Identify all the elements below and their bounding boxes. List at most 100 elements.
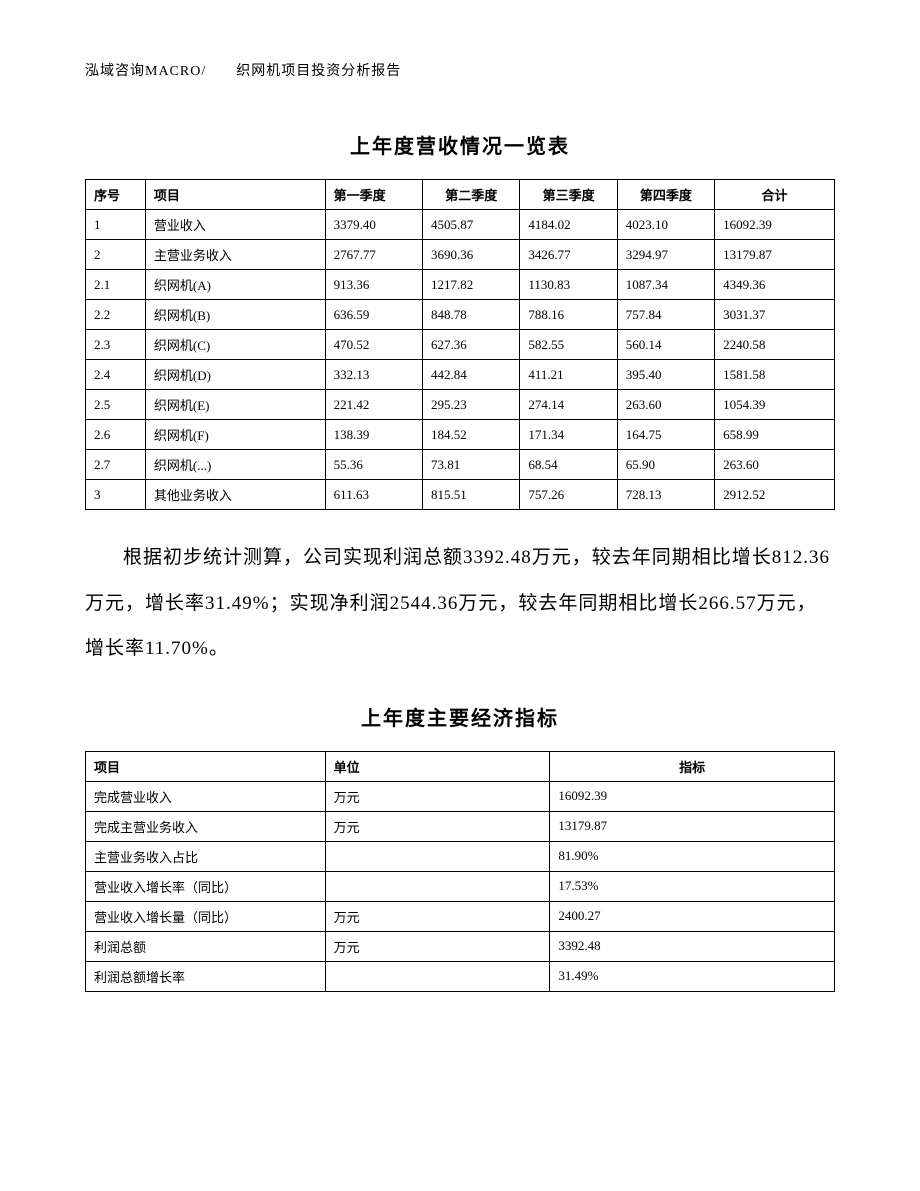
table-cell: 4023.10 [617, 210, 714, 240]
table-cell [325, 871, 550, 901]
table-cell: 3426.77 [520, 240, 617, 270]
table-cell: 13179.87 [550, 811, 835, 841]
table-cell: 3031.37 [715, 300, 835, 330]
table-cell: 2.3 [86, 330, 146, 360]
table-cell: 2767.77 [325, 240, 422, 270]
table-cell: 13179.87 [715, 240, 835, 270]
table-cell: 其他业务收入 [145, 480, 325, 510]
table-cell: 757.26 [520, 480, 617, 510]
table-row: 2.1织网机(A)913.361217.821130.831087.344349… [86, 270, 835, 300]
table-cell: 3392.48 [550, 931, 835, 961]
table-row: 2.6织网机(F)138.39184.52171.34164.75658.99 [86, 420, 835, 450]
revenue-table: 序号 项目 第一季度 第二季度 第三季度 第四季度 合计 1营业收入3379.4… [85, 179, 835, 510]
table-cell: 31.49% [550, 961, 835, 991]
table-cell: 788.16 [520, 300, 617, 330]
table-cell: 织网机(B) [145, 300, 325, 330]
table-header-row: 序号 项目 第一季度 第二季度 第三季度 第四季度 合计 [86, 180, 835, 210]
table-cell: 3379.40 [325, 210, 422, 240]
table-cell: 织网机(F) [145, 420, 325, 450]
col-header: 第二季度 [423, 180, 520, 210]
table-cell: 73.81 [423, 450, 520, 480]
table-cell: 万元 [325, 931, 550, 961]
table-cell: 65.90 [617, 450, 714, 480]
table-cell: 332.13 [325, 360, 422, 390]
table-row: 1营业收入3379.404505.874184.024023.1016092.3… [86, 210, 835, 240]
table-cell: 263.60 [715, 450, 835, 480]
table-cell: 主营业务收入占比 [86, 841, 326, 871]
table-cell: 138.39 [325, 420, 422, 450]
table-cell: 3294.97 [617, 240, 714, 270]
table-cell: 221.42 [325, 390, 422, 420]
table-cell: 万元 [325, 781, 550, 811]
table-cell: 17.53% [550, 871, 835, 901]
revenue-table-title: 上年度营收情况一览表 [85, 130, 835, 159]
table-cell: 织网机(...) [145, 450, 325, 480]
table-cell: 848.78 [423, 300, 520, 330]
table-row: 利润总额万元3392.48 [86, 931, 835, 961]
table-cell: 织网机(C) [145, 330, 325, 360]
table-cell: 16092.39 [715, 210, 835, 240]
col-header: 项目 [86, 751, 326, 781]
table-cell: 55.36 [325, 450, 422, 480]
table-cell: 2912.52 [715, 480, 835, 510]
table-cell: 利润总额 [86, 931, 326, 961]
table-cell: 1054.39 [715, 390, 835, 420]
table-cell: 2.1 [86, 270, 146, 300]
table-row: 2.5织网机(E)221.42295.23274.14263.601054.39 [86, 390, 835, 420]
table-cell: 2.6 [86, 420, 146, 450]
table-row: 营业收入增长量（同比）万元2400.27 [86, 901, 835, 931]
table-cell: 2.7 [86, 450, 146, 480]
col-header: 序号 [86, 180, 146, 210]
table-cell: 913.36 [325, 270, 422, 300]
table-cell: 2.5 [86, 390, 146, 420]
table-row: 营业收入增长率（同比） 17.53% [86, 871, 835, 901]
table-cell: 营业收入 [145, 210, 325, 240]
col-header: 第一季度 [325, 180, 422, 210]
table-cell [325, 961, 550, 991]
table-cell: 1087.34 [617, 270, 714, 300]
table-cell: 164.75 [617, 420, 714, 450]
table-cell: 442.84 [423, 360, 520, 390]
col-header: 合计 [715, 180, 835, 210]
summary-paragraph: 根据初步统计测算，公司实现利润总额3392.48万元，较去年同期相比增长812.… [85, 535, 835, 672]
table-cell: 3690.36 [423, 240, 520, 270]
table-row: 2主营业务收入2767.773690.363426.773294.9713179… [86, 240, 835, 270]
table-cell: 2.2 [86, 300, 146, 330]
table-cell: 织网机(D) [145, 360, 325, 390]
table-cell: 1 [86, 210, 146, 240]
table-row: 主营业务收入占比 81.90% [86, 841, 835, 871]
table-cell: 627.36 [423, 330, 520, 360]
table-cell: 815.51 [423, 480, 520, 510]
table-cell: 营业收入增长率（同比） [86, 871, 326, 901]
table-cell: 1581.58 [715, 360, 835, 390]
table-cell: 万元 [325, 901, 550, 931]
table-row: 2.2织网机(B)636.59848.78788.16757.843031.37 [86, 300, 835, 330]
table-cell: 582.55 [520, 330, 617, 360]
table-row: 利润总额增长率31.49% [86, 961, 835, 991]
table-row: 2.7织网机(...)55.3673.8168.5465.90263.60 [86, 450, 835, 480]
table-cell: 274.14 [520, 390, 617, 420]
table-cell: 757.84 [617, 300, 714, 330]
table-header-row: 项目 单位 指标 [86, 751, 835, 781]
table-cell: 2240.58 [715, 330, 835, 360]
col-header: 第三季度 [520, 180, 617, 210]
table-cell: 81.90% [550, 841, 835, 871]
table-cell: 263.60 [617, 390, 714, 420]
col-header: 指标 [550, 751, 835, 781]
table-row: 2.3织网机(C)470.52627.36582.55560.142240.58 [86, 330, 835, 360]
table-cell: 636.59 [325, 300, 422, 330]
table-cell: 611.63 [325, 480, 422, 510]
table-cell: 184.52 [423, 420, 520, 450]
table-cell: 4184.02 [520, 210, 617, 240]
table-cell: 1217.82 [423, 270, 520, 300]
table-cell: 16092.39 [550, 781, 835, 811]
table-cell: 171.34 [520, 420, 617, 450]
table-cell: 1130.83 [520, 270, 617, 300]
table-row: 完成营业收入万元16092.39 [86, 781, 835, 811]
table-cell: 完成主营业务收入 [86, 811, 326, 841]
table-cell: 728.13 [617, 480, 714, 510]
table-cell: 主营业务收入 [145, 240, 325, 270]
table-cell: 织网机(E) [145, 390, 325, 420]
table-cell: 295.23 [423, 390, 520, 420]
col-header: 第四季度 [617, 180, 714, 210]
